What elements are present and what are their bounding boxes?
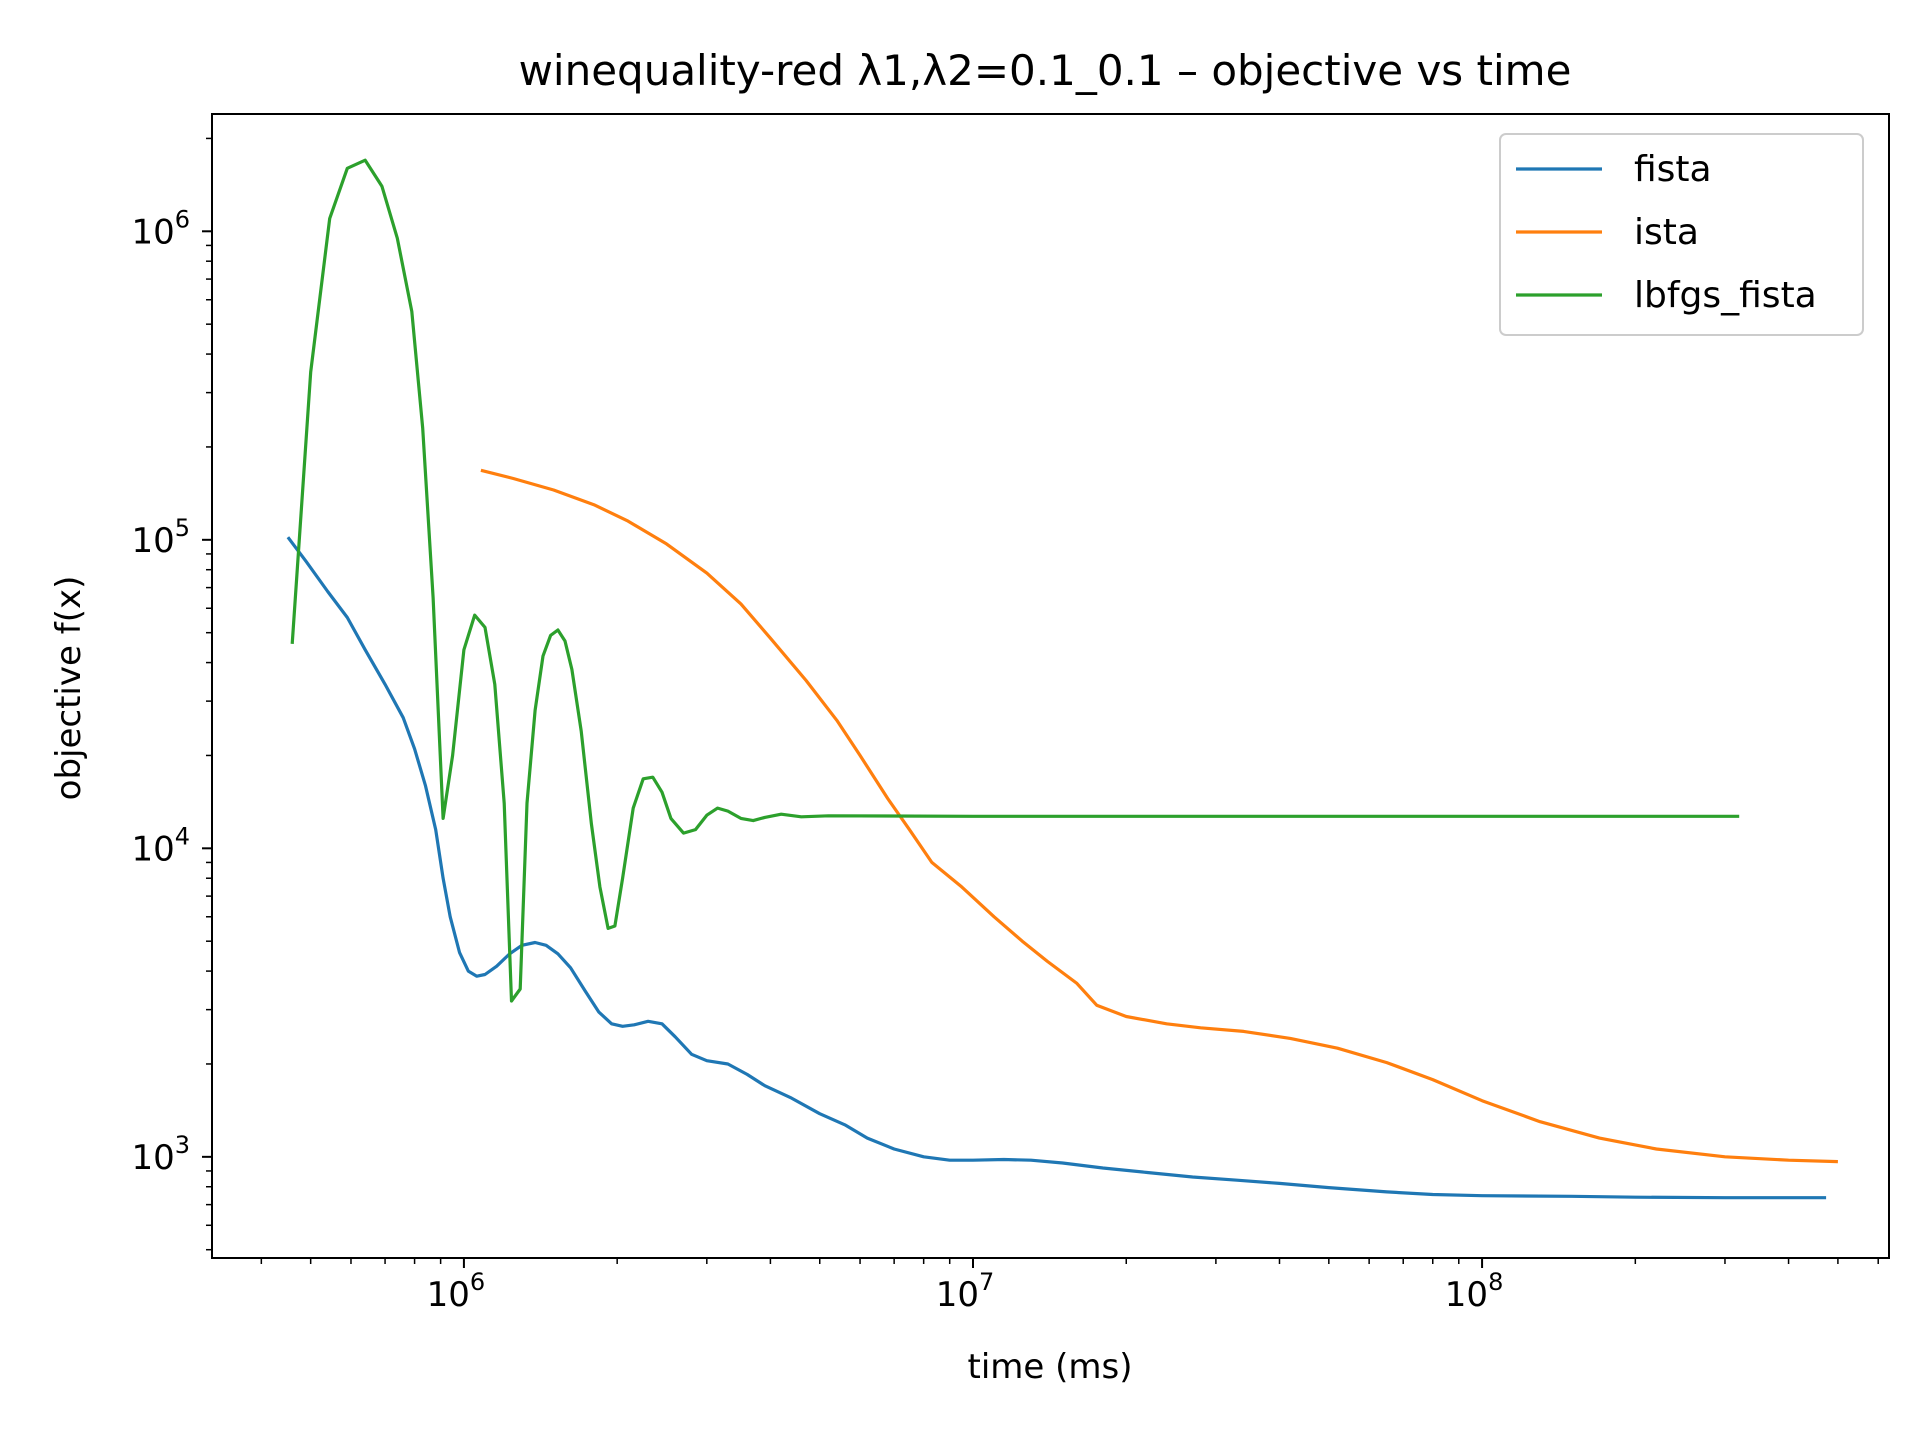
legend-frame xyxy=(1499,133,1864,336)
series-layer xyxy=(286,158,1838,1200)
series-line-fista xyxy=(286,536,1827,1200)
x-tick-label: 106 xyxy=(427,1268,486,1315)
y-tick-base: 10 xyxy=(131,212,174,252)
y-tick-exponent: 6 xyxy=(175,205,190,233)
x-axis: 106 107 108 xyxy=(260,1258,1879,1315)
plot-area xyxy=(286,158,1838,1200)
x-tick-label: 108 xyxy=(1445,1268,1504,1315)
x-tick-exponent: 6 xyxy=(470,1268,485,1296)
x-tick-exponent: 7 xyxy=(979,1268,994,1296)
x-tick-base: 10 xyxy=(427,1275,470,1315)
plot-frame xyxy=(211,113,1890,1259)
series-line-lbfgs_fista xyxy=(290,158,1740,1003)
x-tick-base: 10 xyxy=(936,1275,979,1315)
y-tick-label: 104 xyxy=(131,822,190,869)
y-tick-exponent: 3 xyxy=(175,1131,190,1159)
x-axis-label: time (ms) xyxy=(968,1347,1133,1387)
legend: fista ista lbfgs_fista xyxy=(1499,133,1864,336)
x-tick-base: 10 xyxy=(1445,1275,1488,1315)
legend-label-lbfgs_fista: lbfgs_fista xyxy=(1634,275,1817,316)
chart-title: winequality-red λ1,λ2=0.1_0.1 – objectiv… xyxy=(519,46,1572,95)
y-tick-base: 10 xyxy=(131,1138,174,1178)
y-tick-exponent: 5 xyxy=(175,514,190,542)
y-axis-label: objective f(x) xyxy=(49,576,89,801)
legend-label-fista: fista xyxy=(1634,149,1712,190)
legend-label-ista: ista xyxy=(1634,212,1699,253)
x-tick-label: 107 xyxy=(936,1268,995,1315)
x-tick-exponent: 8 xyxy=(1488,1268,1503,1296)
y-tick-base: 10 xyxy=(131,829,174,869)
y-tick-label: 106 xyxy=(131,205,190,252)
series-line-ista xyxy=(480,468,1838,1164)
y-tick-base: 10 xyxy=(131,521,174,561)
y-tick-label: 105 xyxy=(131,514,190,561)
y-tick-exponent: 4 xyxy=(175,822,190,850)
y-tick-label: 103 xyxy=(131,1131,190,1178)
